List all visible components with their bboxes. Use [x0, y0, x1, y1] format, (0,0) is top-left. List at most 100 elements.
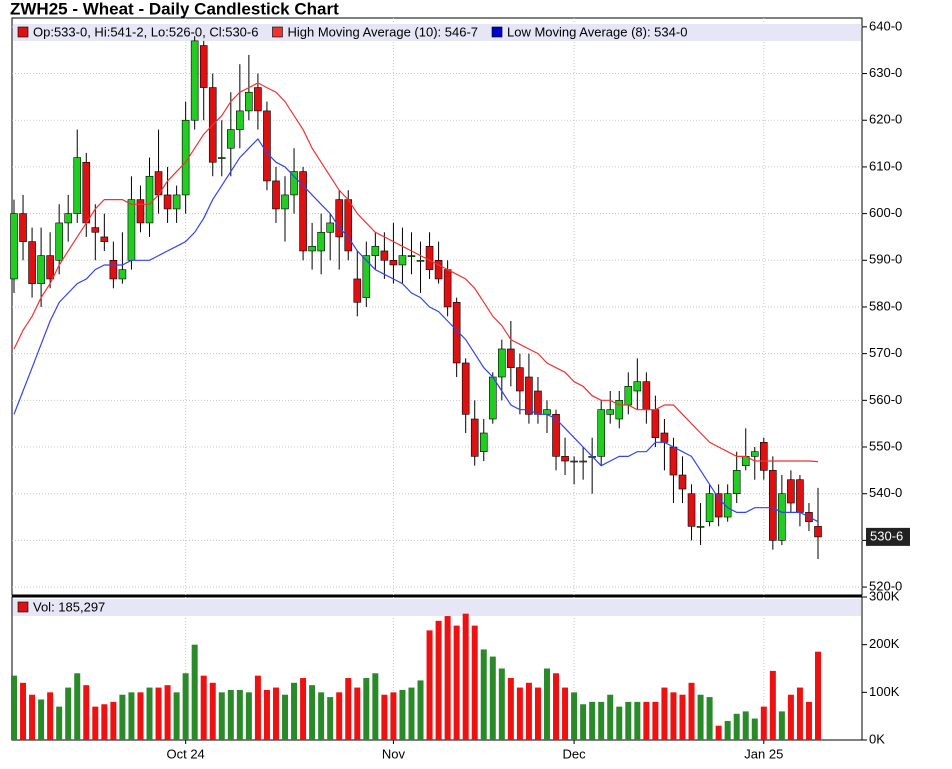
volume-bar [65, 687, 72, 740]
volume-bar [372, 673, 379, 740]
candle-body [19, 213, 27, 242]
volume-bar [516, 687, 523, 740]
grid [12, 18, 862, 740]
volume-bar [291, 682, 298, 740]
volume-bar [661, 687, 668, 740]
candle-body [353, 278, 362, 303]
candle-body [787, 479, 795, 504]
volume-bar [363, 678, 370, 740]
candle-body [705, 493, 714, 523]
volume-bar [679, 694, 686, 740]
candle-body [73, 157, 82, 214]
volume-bar [787, 694, 794, 740]
candle-body [91, 227, 100, 233]
candle-body [714, 493, 723, 518]
legend-label: Op:533-0, Hi:541-2, Lo:526-0, Cl:530-6 [33, 24, 258, 39]
candle-body [380, 250, 389, 261]
legend-swatch [272, 26, 283, 38]
candle-body [507, 348, 515, 368]
candle-body [750, 451, 759, 457]
candle-body [127, 199, 136, 261]
candle-body [236, 110, 244, 130]
candle-body [434, 259, 443, 280]
candle-body [606, 409, 615, 415]
y-tick-label: 520-0 [869, 579, 902, 594]
candle-body [561, 456, 569, 462]
candle-body [145, 175, 154, 224]
volume-bar [453, 625, 460, 740]
volume-bar [534, 687, 541, 740]
volume-bar [796, 687, 803, 740]
y-tick-label: 570-0 [869, 345, 902, 360]
candle-body [308, 245, 316, 252]
price-panel [11, 17, 863, 596]
candle-body [723, 493, 732, 518]
candle-body [624, 386, 633, 406]
legend-swatch [17, 601, 29, 613]
volume-bar [381, 694, 388, 740]
volume-bar [263, 689, 270, 740]
volume-bar [715, 725, 722, 740]
volume-bar [471, 625, 478, 740]
volume-bar [227, 689, 234, 740]
candle-body [272, 180, 280, 210]
volume-bar [164, 685, 171, 740]
candle-body [443, 269, 452, 308]
candle-body [470, 418, 479, 457]
volume-bar [769, 670, 776, 740]
volume-bar [805, 701, 812, 740]
volume-bar [318, 692, 325, 740]
volume-bar [173, 692, 180, 740]
volume-bar [20, 682, 27, 740]
volume-bar [236, 689, 243, 740]
volume-bar [435, 620, 442, 740]
candle-body [335, 199, 344, 238]
candle-body [118, 269, 127, 280]
volume-bar [56, 706, 63, 740]
volume-bar [327, 697, 334, 740]
volume-bar [652, 701, 659, 740]
volume-bar [480, 649, 487, 740]
candle-body [227, 129, 235, 149]
legend-swatch [491, 26, 503, 38]
y-tick-label: 0K [869, 731, 885, 746]
candle-body [407, 255, 416, 257]
volume-bar [209, 682, 216, 740]
volume-bar [300, 678, 307, 740]
volume-legend-strip [13, 599, 861, 616]
volume-bar [146, 687, 153, 740]
candle-body [299, 171, 307, 252]
volume-bar [616, 706, 623, 740]
candle-body [814, 526, 822, 538]
candle-body [759, 442, 768, 471]
volume-bar [11, 675, 17, 740]
volume-bar [634, 701, 641, 740]
legend-label: High Moving Average (10): 546-7 [287, 24, 478, 39]
volume-bar [47, 692, 54, 740]
volume-bar [543, 668, 550, 740]
volume-bar [309, 685, 316, 740]
candle-body [534, 390, 542, 415]
candle-body [425, 245, 434, 270]
legend-label: Low Moving Average (8): 534-0 [507, 24, 687, 39]
candle-body [290, 171, 298, 196]
volume-bar [191, 644, 198, 740]
volume-bar [417, 680, 424, 740]
x-tick-label: Oct 24 [166, 746, 204, 761]
candle-body [199, 45, 208, 88]
volume-bar [444, 616, 451, 740]
candle-body [597, 409, 605, 457]
volume-bar [462, 613, 469, 740]
volume-bar [83, 685, 90, 740]
volume-bar [245, 692, 252, 740]
candle-body [552, 414, 560, 457]
y-tick-label: 540-0 [869, 485, 902, 500]
x-tick-label: Dec [563, 746, 587, 761]
volume-bar [625, 701, 632, 740]
x-tick-label: Nov [382, 746, 406, 761]
volume-bar [643, 701, 650, 740]
volume-bar [137, 692, 144, 740]
volume-bar [742, 711, 749, 740]
candle-body [100, 236, 109, 242]
moving-average-line [13, 82, 819, 463]
